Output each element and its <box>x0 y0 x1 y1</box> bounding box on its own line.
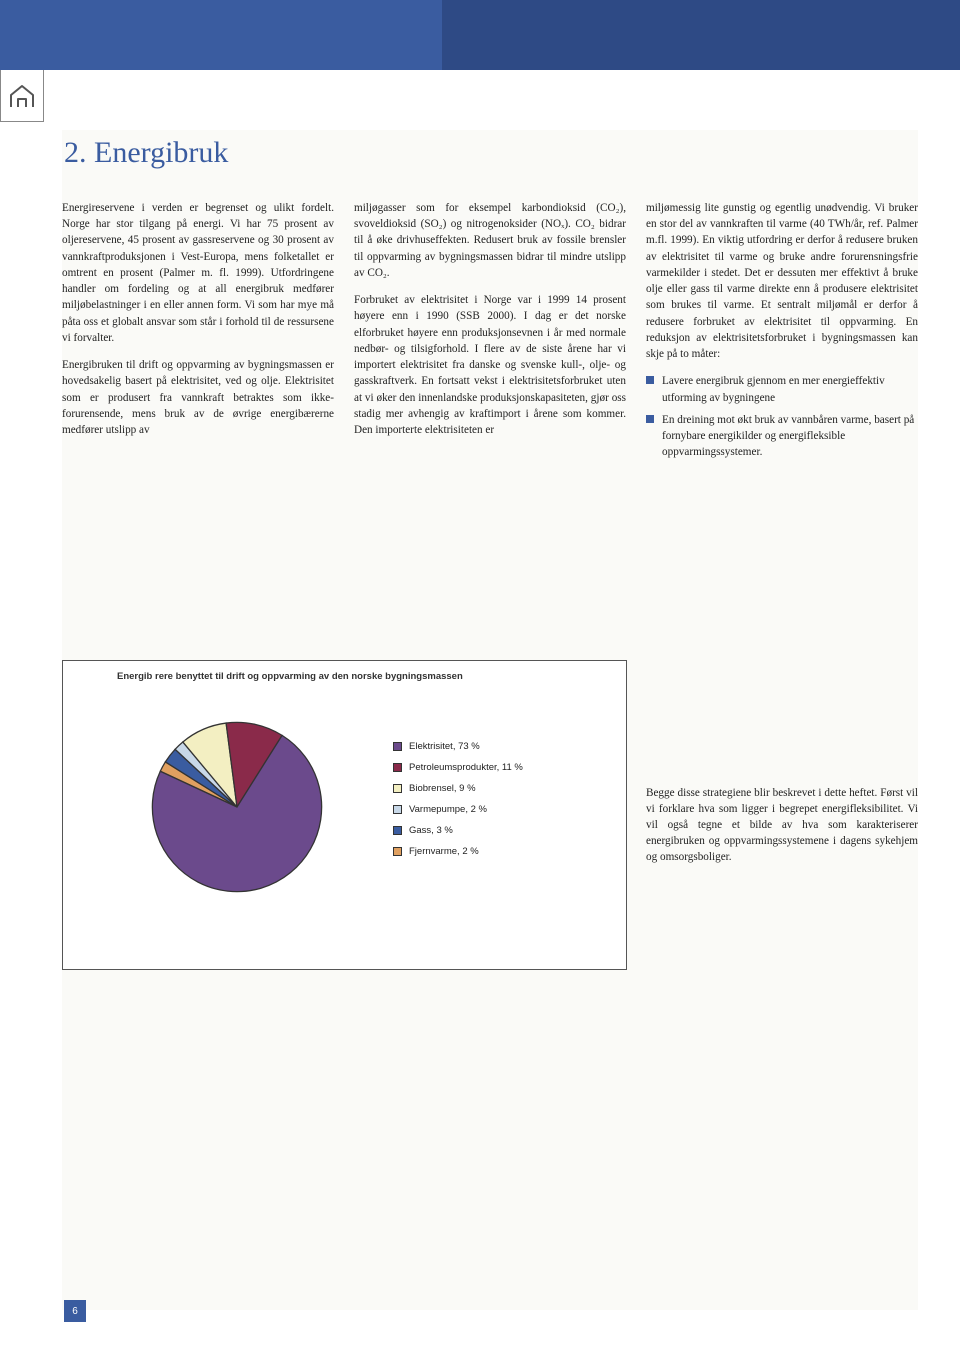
legend-label: Elektrisitet, 73 % <box>409 741 480 752</box>
legend-item: Biobrensel, 9 % <box>393 783 523 794</box>
bullet-list: Lavere energibruk gjennom en mer energie… <box>646 373 918 460</box>
legend-swatch <box>393 805 402 814</box>
chart-title: Energib rere benyttet til drift og oppva… <box>63 661 626 682</box>
col1-p1: Energireservene i verden er begrenset og… <box>62 200 334 346</box>
col2-p2: Forbruket av elektrisitet i Norge var i … <box>354 292 626 438</box>
legend-label: Fjernvarme, 2 % <box>409 846 479 857</box>
legend-swatch <box>393 784 402 793</box>
bullet-1: Lavere energibruk gjennom en mer energie… <box>646 373 918 405</box>
legend-item: Gass, 3 % <box>393 825 523 836</box>
legend-swatch <box>393 742 402 751</box>
legend-label: Varmepumpe, 2 % <box>409 804 487 815</box>
column-3: miljømessig lite gunstig og egentlig unø… <box>646 200 918 877</box>
legend-label: Gass, 3 % <box>409 825 453 836</box>
col3-p2: Begge disse strategiene blir beskrevet i… <box>646 785 918 866</box>
legend-label: Petroleumsprodukter, 11 % <box>409 762 523 773</box>
pie-chart <box>145 715 329 899</box>
legend-item: Fjernvarme, 2 % <box>393 846 523 857</box>
header-band <box>0 0 960 70</box>
legend-item: Varmepumpe, 2 % <box>393 804 523 815</box>
page-number: 6 <box>64 1300 86 1322</box>
legend-label: Biobrensel, 9 % <box>409 783 476 794</box>
legend-item: Petroleumsprodukter, 11 % <box>393 762 523 773</box>
legend-item: Elektrisitet, 73 % <box>393 741 523 752</box>
logo-tab <box>0 70 44 122</box>
col2-p1: miljøgasser som for eksempel karbondioks… <box>354 200 626 281</box>
legend-swatch <box>393 763 402 772</box>
legend-swatch <box>393 847 402 856</box>
col1-p2: Energibruken til drift og oppvarming av … <box>62 357 334 438</box>
house-icon <box>7 81 37 111</box>
page-content: 2. Energibruk Energireservene i verden e… <box>62 130 918 1310</box>
page-title: 2. Energibruk <box>64 136 918 170</box>
bullet-2: En dreining mot økt bruk av vannbåren va… <box>646 412 918 461</box>
pie-chart-box: Energib rere benyttet til drift og oppva… <box>62 660 627 970</box>
legend-swatch <box>393 826 402 835</box>
chart-legend: Elektrisitet, 73 % Petroleumsprodukter, 1… <box>393 741 523 867</box>
header-band-left <box>0 0 442 70</box>
header-band-right <box>442 0 960 70</box>
col3-p1: miljømessig lite gunstig og egentlig unø… <box>646 200 918 362</box>
